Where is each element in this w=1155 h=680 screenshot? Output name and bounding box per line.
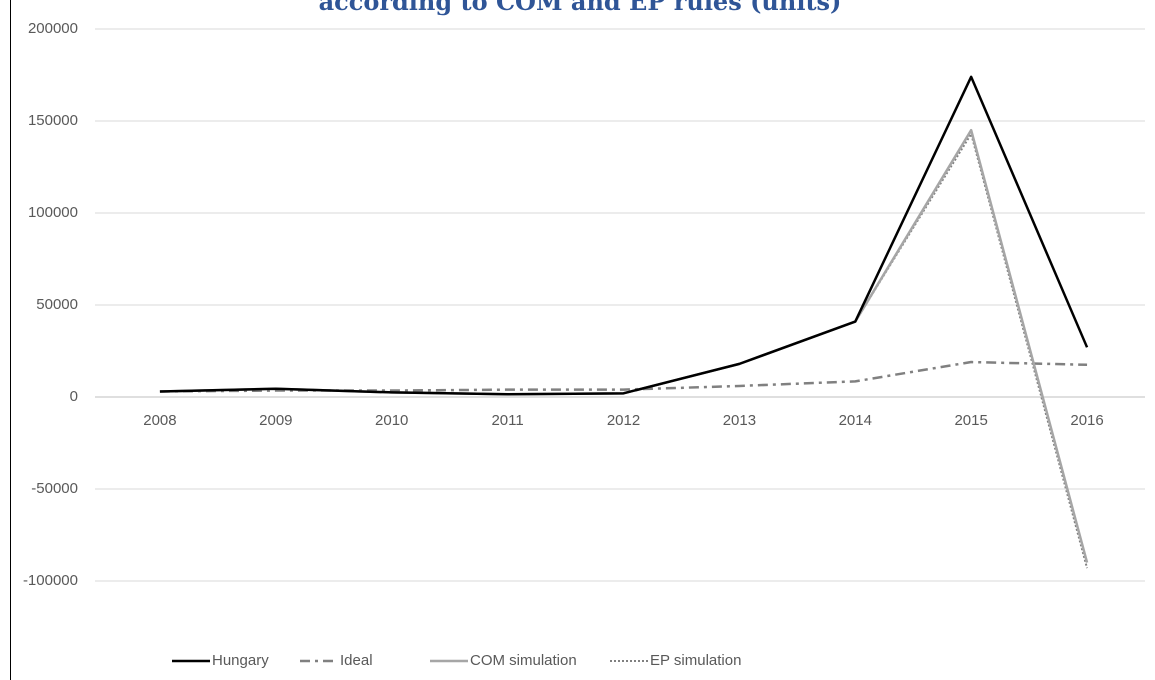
x-tick-label: 2014 bbox=[839, 412, 872, 429]
y-tick-label: 0 bbox=[70, 388, 78, 405]
y-tick-label: 150000 bbox=[28, 112, 78, 129]
y-tick-label: -50000 bbox=[31, 480, 78, 497]
legend-label: Ideal bbox=[340, 652, 373, 669]
x-tick-label: 2015 bbox=[954, 412, 987, 429]
x-tick-label: 2008 bbox=[143, 412, 176, 429]
x-tick-label: 2011 bbox=[491, 412, 523, 429]
chart-frame bbox=[10, 0, 1155, 680]
series-line bbox=[159, 132, 1089, 569]
legend-label: COM simulation bbox=[470, 652, 577, 669]
x-tick-label: 2009 bbox=[259, 412, 292, 429]
y-tick-label: -100000 bbox=[23, 572, 78, 589]
x-tick-label: 2013 bbox=[723, 412, 756, 429]
y-tick-label: 100000 bbox=[28, 204, 78, 221]
x-tick-label: 2010 bbox=[375, 412, 408, 429]
series-line bbox=[159, 75, 1089, 396]
y-tick-label: 200000 bbox=[28, 20, 78, 37]
x-tick-label: 2016 bbox=[1070, 412, 1103, 429]
y-tick-label: 50000 bbox=[36, 296, 78, 313]
legend-label: EP simulation bbox=[650, 652, 741, 669]
legend-label: Hungary bbox=[212, 652, 269, 669]
x-tick-label: 2012 bbox=[607, 412, 640, 429]
chart-title: according to COM and EP rules (units) bbox=[319, 0, 842, 16]
